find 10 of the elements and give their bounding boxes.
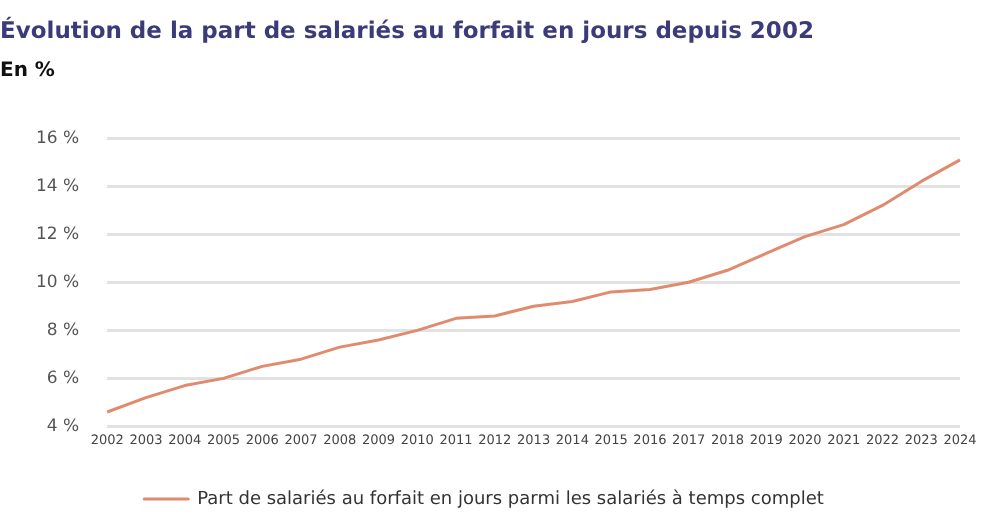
y-tick-label: 12 %: [35, 224, 80, 245]
y-tick-label: 6 %: [46, 368, 80, 389]
y-tick-label: 10 %: [35, 272, 80, 293]
chart-title: Évolution de la part de salariés au forfait en jours depuis 2002: [0, 16, 814, 44]
y-tick-label: 16 %: [35, 128, 80, 149]
y-axis-title: En %: [0, 60, 55, 82]
legend-label: Part de salariés au forfait en jours parmi les salariés à temps complet: [197, 487, 825, 510]
y-tick-label: 4 %: [46, 416, 80, 437]
y-tick-label: 14 %: [35, 176, 80, 197]
y-tick-label: 8 %: [46, 320, 80, 341]
